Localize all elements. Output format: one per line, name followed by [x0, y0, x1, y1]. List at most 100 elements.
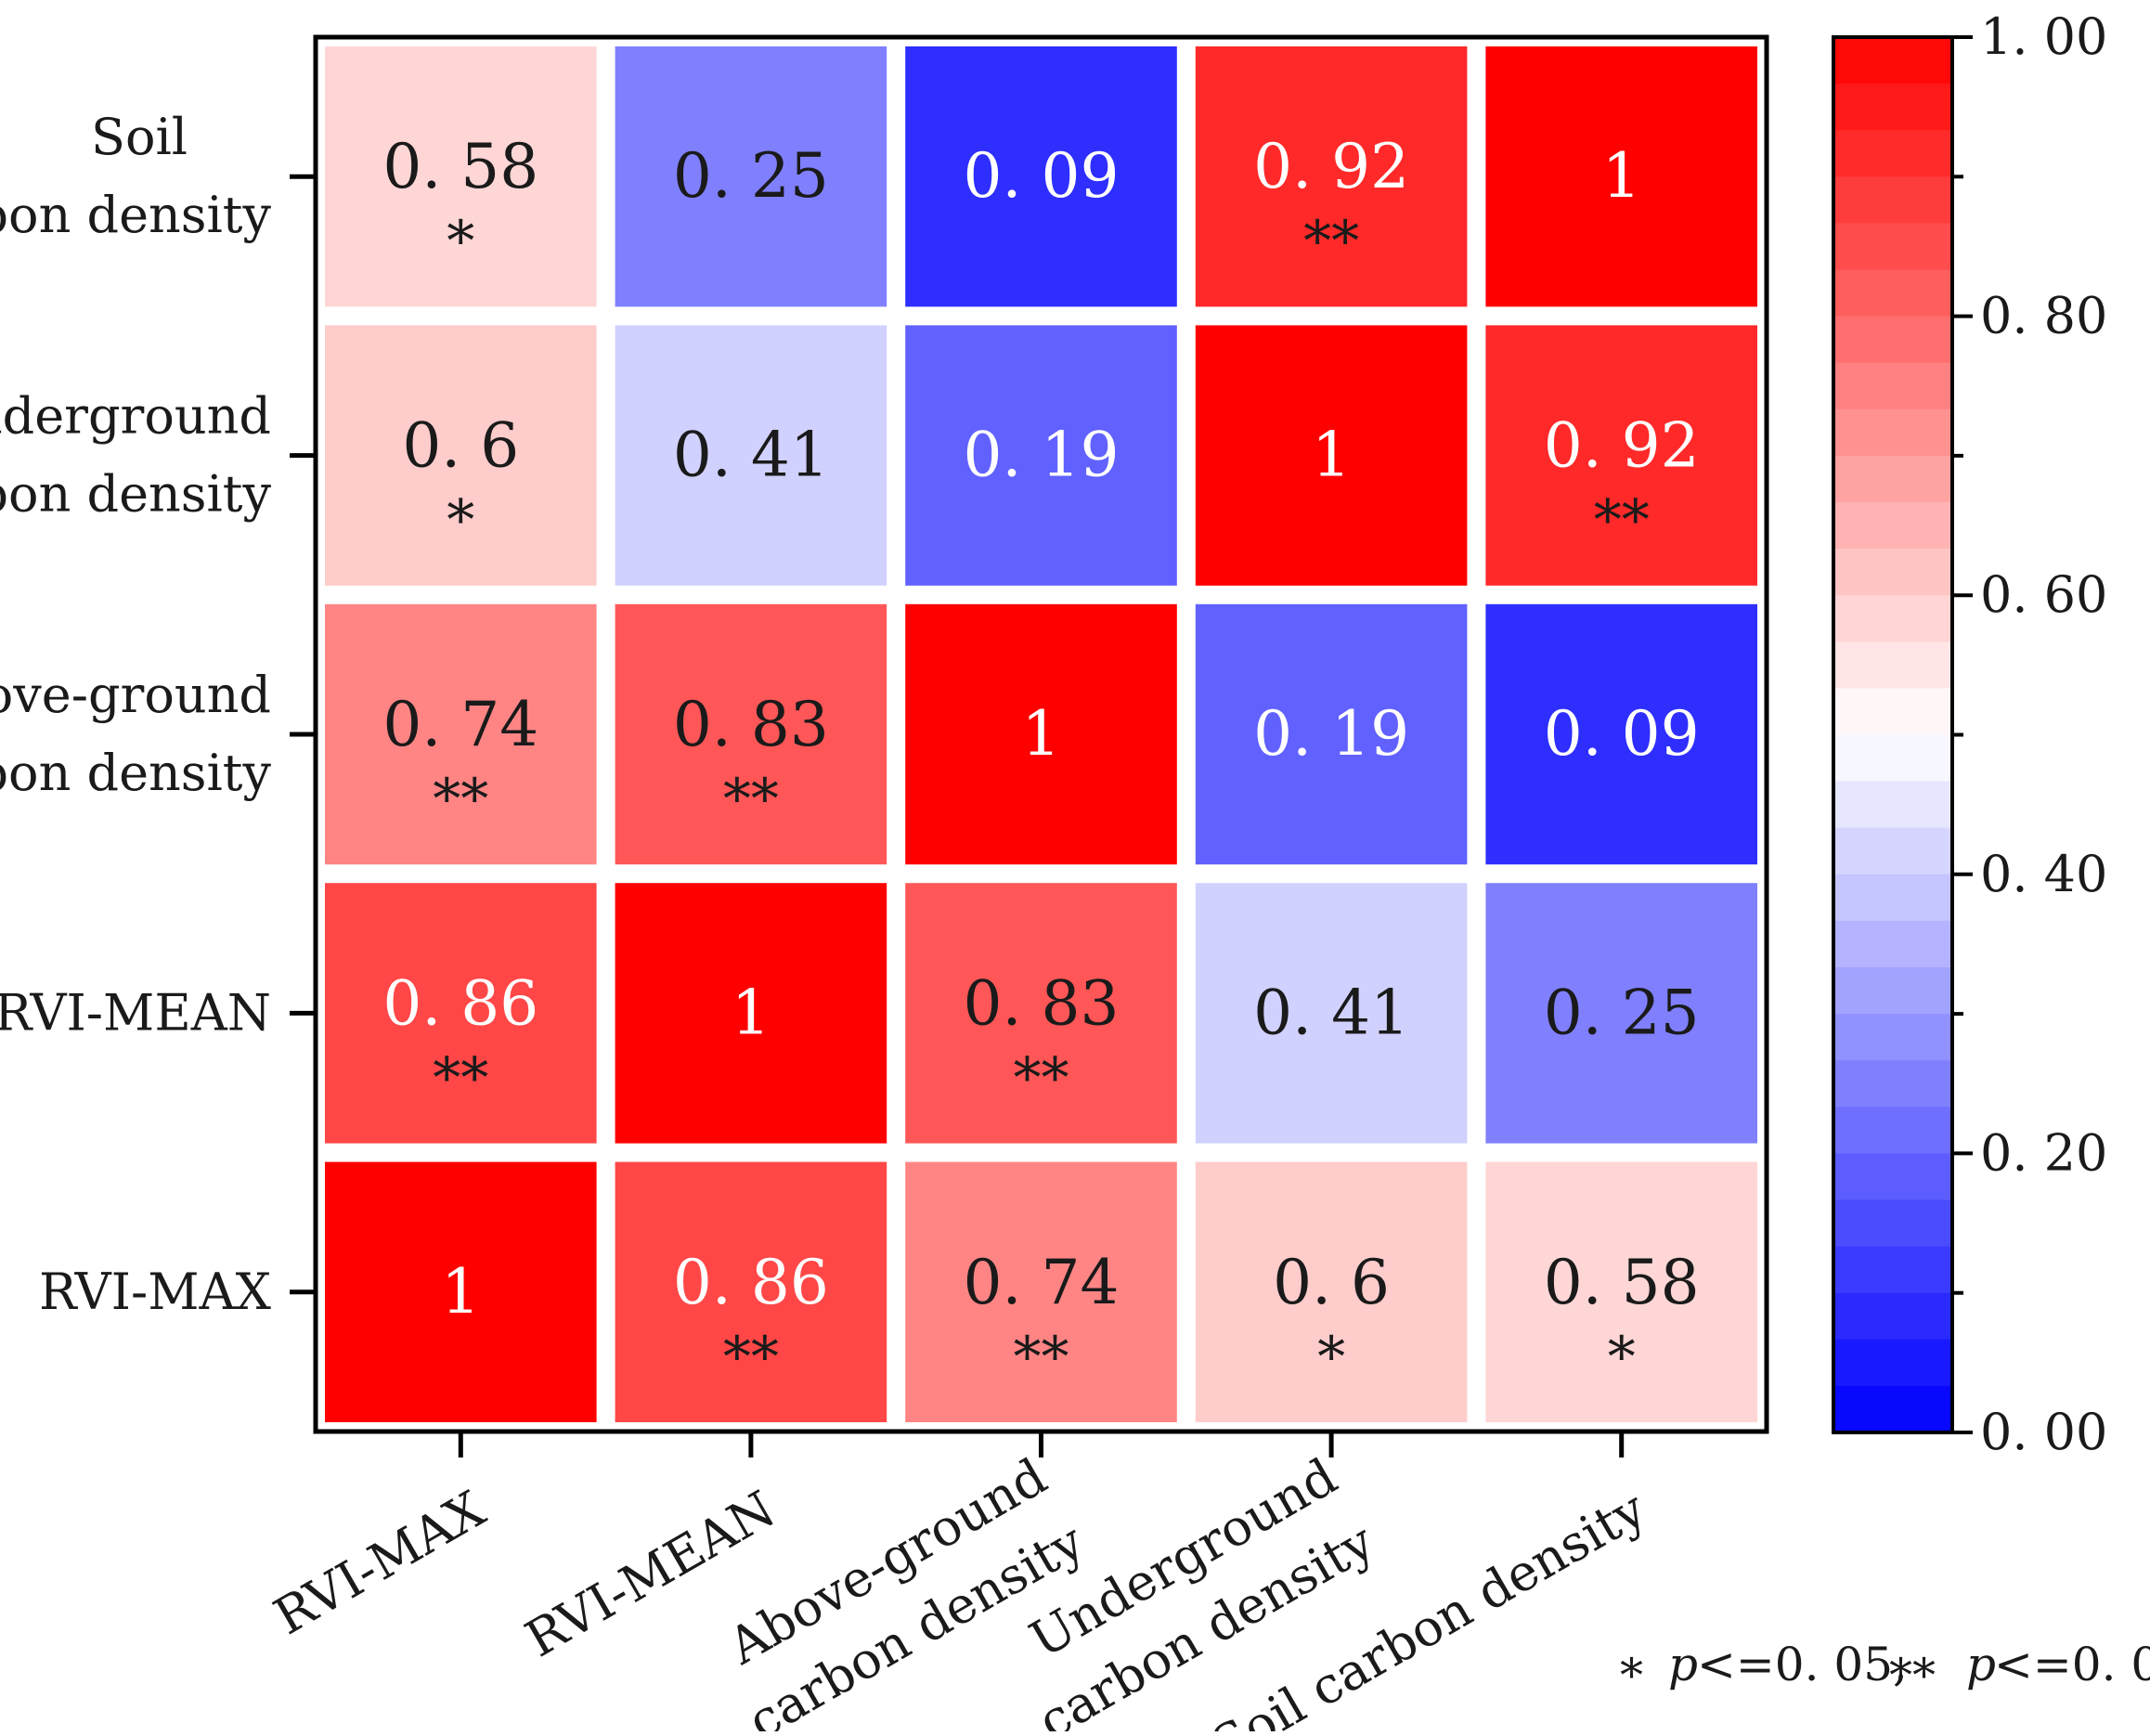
heatmap-cell-r3-c0	[325, 883, 597, 1144]
heatmap-cell-r1-c2	[905, 325, 1177, 586]
heatmap-cell-r0-c3	[1195, 46, 1468, 307]
colorbar-band	[1833, 734, 1952, 783]
heatmap-cell-r3-c3	[1195, 883, 1468, 1144]
colorbar-band	[1833, 920, 1952, 968]
significance-marker: **	[1303, 209, 1359, 274]
heatmap-cell-r1-c4	[1485, 325, 1757, 586]
significance-marker: **	[433, 767, 488, 832]
colorbar-band	[1833, 781, 1952, 829]
heatmap-cell-r4-c0	[325, 1161, 597, 1422]
colorbar-band	[1833, 362, 1952, 410]
footnote-threshold-1: <=0. 05,	[1697, 1638, 1908, 1691]
footnote-star-1: *	[1620, 1649, 1643, 1703]
y-axis-label: RVI-MAX	[39, 1263, 272, 1321]
cell-value-label: 1	[1022, 698, 1061, 770]
colorbar-band	[1833, 874, 1952, 922]
colorbar-tick-label: 0. 40	[1980, 845, 2107, 903]
y-axis-label: Soil	[91, 108, 188, 166]
heatmap-cell-r2-c0	[325, 603, 597, 865]
colorbar-tick-label: 0. 80	[1980, 287, 2107, 345]
cell-value-label: 0. 92	[1544, 410, 1700, 482]
heatmap-cell-r1-c0	[325, 325, 597, 586]
heatmap-cell-r2-c2	[905, 603, 1177, 865]
heatmap-cell-r0-c2	[905, 46, 1177, 307]
cell-value-label: 0. 86	[382, 967, 538, 1039]
heatmap-cell-r2-c3	[1195, 603, 1468, 865]
cell-value-label: 0. 19	[1253, 698, 1409, 770]
significance-marker: *	[1608, 1325, 1636, 1390]
heatmap-cell-r4-c1	[615, 1161, 887, 1422]
colorbar-band	[1833, 549, 1952, 596]
footnote-star-2: **	[1889, 1649, 1936, 1703]
colorbar-tick-label: 1. 00	[1980, 7, 2107, 66]
colorbar-band	[1833, 1339, 1952, 1387]
y-axis-label: carbon density	[0, 465, 271, 524]
significance-marker: *	[1317, 1325, 1345, 1390]
cell-value-label: 0. 6	[402, 410, 519, 482]
cell-value-label: 0. 25	[673, 140, 829, 212]
heatmap-cell-r0-c0	[325, 46, 597, 307]
footnote-threshold-2: <=0. 01	[1994, 1638, 2150, 1691]
cell-value-label: 0. 86	[673, 1247, 829, 1318]
cell-value-label: 0. 74	[964, 1247, 1120, 1318]
cell-value-label: 1	[1602, 140, 1641, 212]
cell-value-label: 1	[732, 977, 771, 1048]
colorbar-band	[1833, 1014, 1952, 1061]
colorbar-band	[1833, 176, 1952, 224]
cell-value-label: 0. 83	[673, 689, 829, 760]
heatmap-cell-r1-c3	[1195, 325, 1468, 586]
colorbar-band	[1833, 688, 1952, 736]
colorbar-band	[1833, 408, 1952, 457]
colorbar-band	[1833, 37, 1952, 84]
heatmap-cell-r0-c4	[1485, 46, 1757, 307]
colorbar-band	[1833, 316, 1952, 364]
significance-marker: **	[1594, 488, 1650, 553]
heatmap-cell-r0-c1	[615, 46, 887, 307]
cell-value-label: 0. 6	[1273, 1247, 1390, 1318]
colorbar-tick-label: 0. 20	[1980, 1123, 2107, 1182]
cell-value-label: 0. 25	[1544, 977, 1700, 1048]
cell-value-label: 0. 74	[382, 689, 538, 760]
colorbar-band	[1833, 84, 1952, 131]
colorbar-band	[1833, 502, 1952, 550]
significance-marker: **	[1014, 1045, 1069, 1110]
cell-value-label: 0. 09	[964, 140, 1120, 212]
colorbar-band	[1833, 455, 1952, 503]
colorbar-band	[1833, 269, 1952, 317]
heatmap-cell-r4-c3	[1195, 1161, 1468, 1422]
cell-value-label: 0. 41	[1253, 977, 1409, 1048]
significance-marker: **	[433, 1045, 488, 1110]
significance-marker: *	[447, 488, 474, 553]
colorbar-tick-label: 0. 00	[1980, 1403, 2107, 1461]
colorbar-band	[1833, 641, 1952, 689]
y-axis-label: Underground	[0, 387, 271, 446]
significance-marker: **	[723, 767, 779, 832]
significance-marker: **	[1014, 1325, 1069, 1390]
cell-value-label: 0. 41	[673, 420, 829, 491]
cell-value-label: 0. 83	[964, 967, 1120, 1039]
colorbar-band	[1833, 967, 1952, 1015]
colorbar-band	[1833, 223, 1952, 271]
footnote-p-2: p	[1966, 1638, 1996, 1691]
colorbar-band	[1833, 1153, 1952, 1201]
significance-marker: **	[723, 1325, 779, 1390]
colorbar-band	[1833, 1385, 1952, 1433]
colorbar-band	[1833, 1292, 1952, 1341]
colorbar-band	[1833, 130, 1952, 177]
heatmap-cell-r4-c4	[1485, 1161, 1757, 1422]
cell-value-label: 0. 09	[1544, 698, 1700, 770]
y-axis-label: Above-ground	[0, 666, 271, 724]
cell-value-label: 1	[1312, 420, 1351, 491]
colorbar-band	[1833, 1246, 1952, 1294]
heatmap-cell-r3-c4	[1485, 883, 1757, 1144]
y-axis-label: carbon density	[0, 186, 271, 244]
footnote-p-1: p	[1668, 1638, 1698, 1691]
cell-value-label: 0. 92	[1253, 131, 1409, 202]
colorbar-band	[1833, 1199, 1952, 1248]
heatmap-cell-r1-c1	[615, 325, 887, 586]
heatmap-cell-r3-c2	[905, 883, 1177, 1144]
colorbar-band	[1833, 827, 1952, 875]
colorbar-band	[1833, 1107, 1952, 1154]
